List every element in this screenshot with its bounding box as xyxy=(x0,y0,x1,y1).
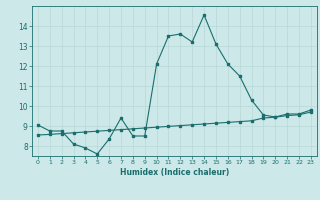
X-axis label: Humidex (Indice chaleur): Humidex (Indice chaleur) xyxy=(120,168,229,177)
